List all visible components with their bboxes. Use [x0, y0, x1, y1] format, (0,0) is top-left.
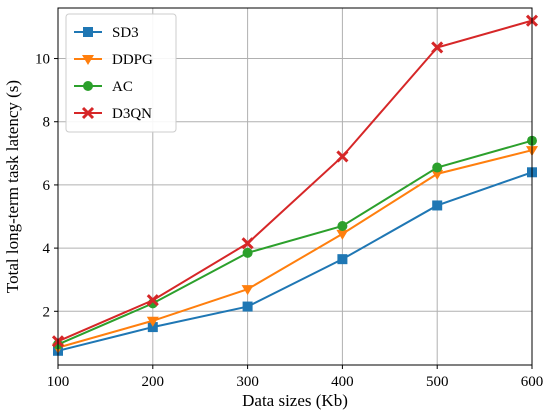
- data-point-sd3: [242, 301, 253, 312]
- x-tick-label: 200: [142, 374, 165, 390]
- legend-marker-sd3: [83, 27, 93, 37]
- legend-item-ddpg: DDPG: [74, 52, 153, 68]
- legend-box: [65, 13, 177, 133]
- y-tick-label: 10: [35, 52, 50, 68]
- legend-item-ac: AC: [74, 79, 133, 95]
- data-point-sd3: [432, 200, 443, 211]
- y-axis-ticks: 2 4 6 8 10: [35, 52, 58, 320]
- y-tick-label: 4: [43, 241, 51, 257]
- data-point-d3qn: [146, 294, 159, 307]
- series-line-sd3: [57, 171, 533, 352]
- x-tick-label: 600: [521, 374, 544, 390]
- x-tick-label: 300: [236, 374, 259, 390]
- legend-label: DDPG: [112, 52, 153, 68]
- y-tick-label: 6: [43, 178, 51, 194]
- data-point-ac: [242, 247, 253, 258]
- data-point-ddpg: [241, 285, 254, 296]
- data-point-ddpg: [146, 316, 159, 327]
- x-tick-label: 400: [331, 374, 354, 390]
- x-tick-label: 100: [47, 374, 70, 390]
- legend-marker-ac: [83, 81, 93, 91]
- plot-frame: [57, 7, 533, 366]
- data-point-ddpg: [336, 229, 349, 240]
- x-axis-ticks: 100 200 300 400 500 600: [47, 365, 544, 390]
- data-point-ddpg: [431, 169, 444, 180]
- series-line-d3qn: [57, 19, 533, 343]
- legend-label: SD3: [112, 25, 139, 41]
- legend-label: D3QN: [112, 106, 152, 122]
- legend: SD3 DDPG AC D3QN: [65, 13, 177, 133]
- series-ddpg: [52, 146, 538, 354]
- series-line-ddpg: [57, 149, 533, 349]
- y-axis-label: Total long-term task latency (s): [3, 80, 22, 293]
- legend-item-d3qn: D3QN: [74, 106, 152, 122]
- data-point-d3qn: [241, 237, 254, 250]
- legend-marker-d3qn: [81, 106, 95, 120]
- legend-marker-ddpg: [82, 55, 94, 65]
- data-point-ac: [337, 220, 348, 231]
- series-line-ac: [57, 139, 533, 346]
- data-point-sd3: [147, 322, 158, 333]
- data-point-d3qn: [336, 150, 349, 163]
- y-tick-label: 8: [43, 115, 51, 131]
- data-point-sd3: [337, 254, 348, 265]
- x-axis-label: Data sizes (Kb): [242, 391, 348, 410]
- y-tick-label: 2: [43, 304, 51, 320]
- x-tick-label: 500: [426, 374, 449, 390]
- legend-label: AC: [112, 79, 133, 95]
- data-point-d3qn: [431, 41, 444, 54]
- legend-item-sd3: SD3: [74, 25, 139, 41]
- data-point-ac: [432, 162, 443, 173]
